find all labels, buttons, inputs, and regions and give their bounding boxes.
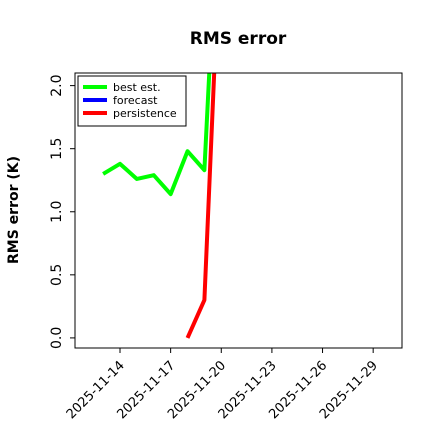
line-series — [185, 73, 217, 339]
y-tick-label: 1.5 — [49, 138, 65, 160]
chart-title: RMS error — [190, 29, 287, 49]
legend-label: forecast — [113, 94, 158, 107]
line-series — [102, 73, 212, 197]
y-axis-label: RMS error (K) — [6, 156, 22, 264]
y-tick-label: 1.0 — [49, 201, 65, 223]
y-tick-label: 0.5 — [49, 264, 65, 286]
legend-label: best est. — [113, 81, 161, 94]
y-tick-label: 0.0 — [49, 327, 65, 349]
legend-label: persistence — [113, 107, 177, 120]
plot-lines — [102, 73, 217, 339]
y-tick-label: 2.0 — [49, 74, 65, 96]
plot-frame — [74, 72, 403, 349]
